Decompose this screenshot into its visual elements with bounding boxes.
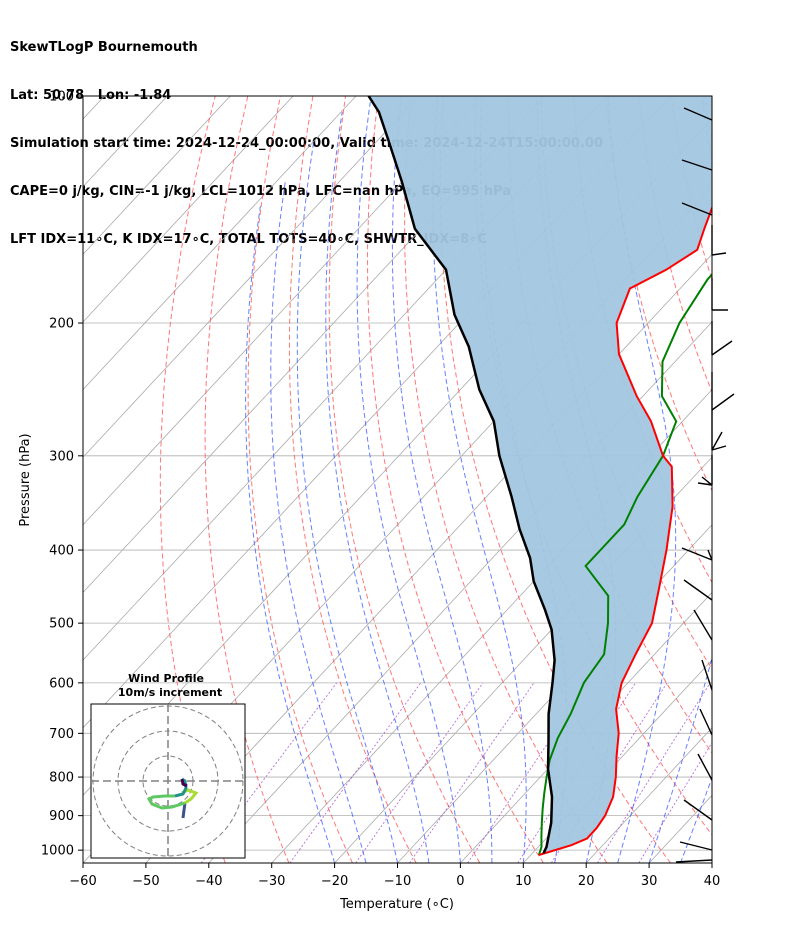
x-tick-label: 40: [704, 874, 721, 889]
isotherm: [83, 96, 294, 323]
mixing-ratio-line: [597, 682, 711, 863]
wind-barb: [681, 202, 713, 216]
moist-adiabat: [270, 181, 367, 863]
wind-barb: [711, 321, 733, 356]
wind-barb: [675, 859, 713, 863]
isotherm: [145, 253, 712, 863]
wind-barb: [693, 609, 713, 641]
wind-barb: [711, 410, 727, 451]
moist-adiabat: [391, 96, 493, 863]
isotherm: [397, 524, 712, 863]
moist-adiabat: [356, 96, 461, 863]
dry-adiabat: [439, 96, 671, 863]
cin-shading: [368, 96, 712, 855]
data-layer: [367, 96, 712, 856]
y-tick-label: 600: [49, 676, 74, 691]
dry-adiabat: [288, 96, 417, 863]
moist-adiabat: [607, 96, 677, 863]
isotherm: [775, 96, 794, 863]
x-tick-label: −60: [69, 874, 96, 889]
y-tick-label: 100: [49, 90, 74, 105]
x-tick-label: 30: [641, 874, 658, 889]
isotherm: [83, 96, 420, 458]
inset-subtitle: 10m/s increment: [118, 686, 222, 699]
x-tick-label: −10: [384, 874, 411, 889]
x-tick-label: 0: [456, 874, 464, 889]
wind-barb: [683, 579, 713, 601]
mixing-ratio-line: [409, 682, 535, 863]
wind-barb: [711, 278, 728, 311]
wind-barb: [697, 753, 713, 781]
y-tick-label: 1000: [41, 844, 74, 859]
x-tick-label: 10: [515, 874, 532, 889]
chart-title: SkewTLogP Bournemouth: [10, 40, 198, 55]
temperature-line: [538, 205, 712, 856]
dry-adiabat: [247, 96, 353, 863]
wind-profile-inset: Wind Profile 10m/s increment: [90, 672, 246, 859]
moist-adiabat: [680, 776, 712, 863]
dry-adiabat: [507, 96, 712, 754]
dry-adiabat: [605, 96, 712, 492]
x-tick-label: −30: [258, 874, 285, 889]
moist-adiabat: [245, 206, 336, 863]
y-axis-ticks: 100 200 300 400 500 600 700 800 900 1000: [41, 90, 83, 859]
y-axis-label: Pressure (hPa): [18, 433, 33, 526]
hodograph-mid: [146, 794, 186, 810]
wind-barb: [679, 841, 713, 851]
wind-barb: [701, 659, 713, 691]
moist-adiabat: [432, 96, 527, 863]
wind-barb: [681, 159, 713, 171]
wind-barb: [711, 372, 735, 411]
x-tick-label: −20: [321, 874, 348, 889]
dry-adiabat: [328, 96, 481, 863]
mixing-ratio-line: [289, 682, 422, 863]
dewpoint-line: [537, 273, 712, 856]
isotherm: [83, 96, 105, 120]
dry-adiabat: [204, 96, 290, 863]
x-tick-label: −50: [132, 874, 159, 889]
hodograph-high: [174, 777, 188, 798]
x-axis-label: Temperature (∘C): [339, 897, 454, 912]
dry-adiabat: [769, 96, 794, 863]
x-axis-ticks: −60 −50 −40 −30 −20 −10 0 10 20 30 40: [69, 863, 720, 889]
isotherm: [711, 862, 712, 863]
y-tick-label: 900: [49, 809, 74, 824]
y-tick-label: 400: [49, 544, 74, 559]
isotherm: [334, 456, 712, 863]
wind-barb: [681, 547, 713, 561]
moist-adiabat: [296, 141, 398, 863]
dry-adiabat: [474, 96, 712, 836]
dry-adiabat: [366, 96, 544, 863]
moist-adiabat: [325, 111, 430, 863]
parcel-line: [367, 96, 556, 854]
y-tick-label: 800: [49, 771, 74, 786]
inset-title: Wind Profile: [128, 672, 204, 685]
hodograph-low: [181, 802, 187, 819]
isotherm: [83, 96, 231, 255]
dry-adiabat: [737, 96, 794, 863]
hodograph-top: [180, 778, 188, 788]
moist-adiabat: [648, 96, 712, 863]
dry-adiabat: [703, 96, 712, 142]
mixing-ratio-line: [638, 741, 712, 863]
moist-adiabat: [711, 861, 712, 863]
wind-barb: [683, 799, 713, 821]
isotherm: [83, 96, 483, 526]
y-tick-label: 200: [49, 317, 74, 332]
wind-barb: [699, 708, 713, 736]
isotherm: [83, 96, 357, 391]
y-tick-label: 500: [49, 617, 74, 632]
isotherm: [585, 727, 712, 863]
x-tick-label: −40: [195, 874, 222, 889]
isotherm: [523, 659, 712, 863]
mixing-ratio-line: [467, 682, 589, 863]
wind-barb: [711, 225, 727, 256]
y-tick-label: 700: [49, 727, 74, 742]
x-tick-label: 20: [578, 874, 595, 889]
y-tick-label: 300: [49, 449, 74, 464]
mixing-ratio-line: [355, 682, 484, 863]
